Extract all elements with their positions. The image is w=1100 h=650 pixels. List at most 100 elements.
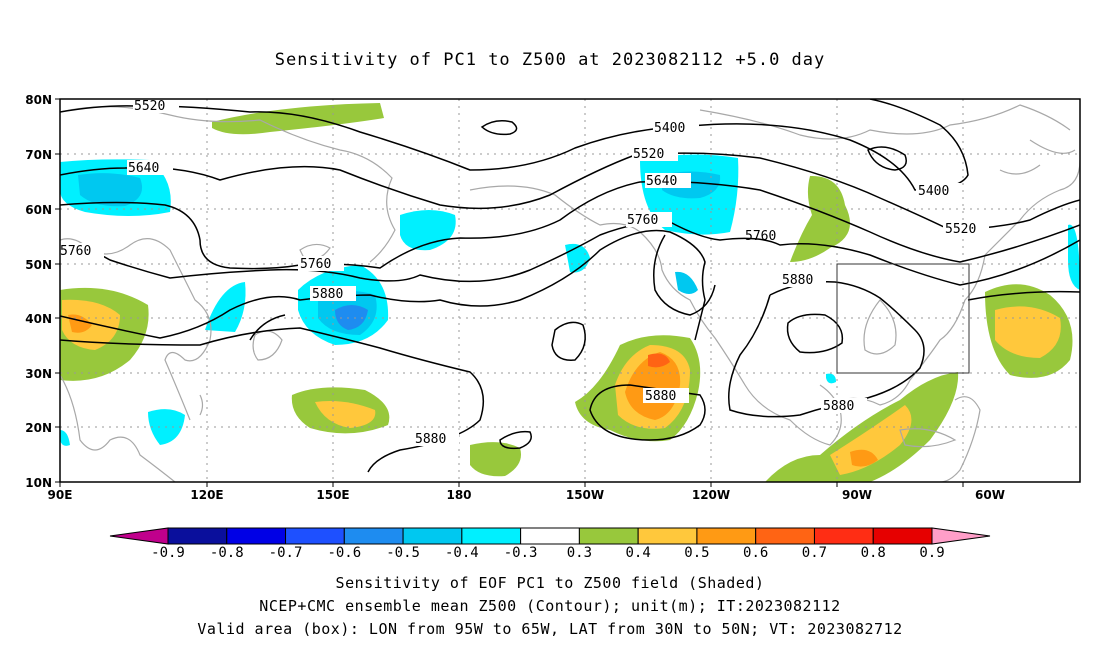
- colorbar-label: 0.6: [743, 545, 768, 561]
- colorbar-cell: [872, 527, 933, 545]
- longitude-labels: 90E 120E 150E 180 150W 120W 90W 60W: [48, 488, 1005, 502]
- coastline: [199, 394, 204, 416]
- lon-label: 60W: [975, 488, 1005, 502]
- colorbar-label: 0.7: [802, 545, 827, 561]
- lon-label: 120E: [190, 488, 223, 502]
- lat-label: 80N: [25, 93, 52, 107]
- plot-title: Sensitivity of PC1 to Z500 at 2023082112…: [274, 50, 826, 70]
- caption-line-1: Sensitivity of EOF PC1 to Z500 field (Sh…: [335, 574, 765, 592]
- contour-line: [728, 281, 925, 418]
- positive-region: [470, 442, 521, 477]
- contour-line: [653, 234, 716, 316]
- contour-label: 5400: [918, 184, 949, 199]
- colorbar-cell: [167, 527, 228, 545]
- colorbar-labels: -0.9 -0.8 -0.7 -0.6 -0.5 -0.4 -0.3 0.3 0.4 0.5 0.6…: [151, 545, 945, 561]
- colorbar-label: 0.5: [684, 545, 709, 561]
- coastline: [999, 139, 1076, 175]
- negative-region: [60, 430, 70, 446]
- lat-label: 40N: [25, 312, 52, 326]
- lat-label: 30N: [25, 367, 52, 381]
- contour-labels: 5520 5640 5760 5400 5520 5640 5760 5880 …: [60, 99, 989, 447]
- negative-region: [675, 271, 698, 294]
- contour-label: 5760: [300, 257, 331, 272]
- negative-region: [1068, 224, 1080, 290]
- lon-label: 180: [446, 488, 471, 502]
- negative-region: [78, 173, 143, 207]
- contour-label: 5880: [823, 399, 854, 414]
- coastline: [699, 104, 1071, 140]
- coastline: [863, 299, 897, 355]
- contour-line: [786, 313, 844, 354]
- lat-label: 70N: [25, 148, 52, 162]
- coastlines: [60, 104, 1080, 482]
- contour-label: 5520: [945, 222, 976, 237]
- positive-region: [830, 405, 912, 475]
- lon-label: 150W: [566, 488, 604, 502]
- coastline: [839, 159, 1080, 406]
- colorbar-label: -0.3: [504, 545, 538, 561]
- colorbar-cell: [578, 527, 639, 545]
- contour-line: [60, 180, 1080, 270]
- positive-region: [315, 401, 376, 428]
- contour-line: [60, 229, 706, 341]
- contour-label: 5760: [745, 229, 776, 244]
- contour-label: 5760: [627, 213, 658, 228]
- colorbar-label: 0.3: [567, 545, 592, 561]
- colorbar-cell: [813, 527, 874, 545]
- colorbar-cells: [167, 527, 933, 545]
- contour-label: 5880: [312, 287, 343, 302]
- colorbar-label: -0.6: [327, 545, 361, 561]
- contour-line: [60, 99, 969, 191]
- colorbar-label: 0.9: [919, 545, 944, 561]
- colorbar-cell: [343, 527, 404, 545]
- colorbar-label: -0.9: [151, 545, 185, 561]
- contour-line: [551, 321, 586, 361]
- colorbar-cell: [520, 527, 580, 545]
- colorbar-label: 0.8: [861, 545, 886, 561]
- contour-line: [867, 146, 907, 171]
- positive-region: [850, 449, 878, 467]
- latitude-labels: 80N 70N 60N 50N 40N 30N 20N 10N: [25, 93, 52, 490]
- colorbar-label: -0.8: [210, 545, 244, 561]
- map-frame: [59, 98, 1081, 483]
- valid-area-box: [836, 263, 970, 374]
- lon-label: 90E: [48, 488, 73, 502]
- contour-line: [589, 384, 706, 441]
- colorbar-cell: [755, 527, 815, 545]
- positive-region: [212, 103, 384, 135]
- contour-line: [499, 430, 532, 450]
- negative-region: [335, 305, 368, 330]
- colorbar-cell: [285, 527, 345, 545]
- coastline: [939, 396, 981, 482]
- contour-line: [480, 120, 518, 136]
- lon-label: 120W: [692, 488, 730, 502]
- axis-ticks: [55, 98, 964, 487]
- contour-label: 5880: [415, 432, 446, 447]
- coastline: [252, 330, 283, 361]
- contour-label: 5520: [633, 147, 664, 162]
- z500-contours: [60, 99, 1080, 473]
- contour-label: 5640: [128, 161, 159, 176]
- caption-line-2: NCEP+CMC ensemble mean Z500 (Contour); u…: [259, 597, 841, 615]
- contour-label: 5400: [654, 121, 685, 136]
- colorbar-cell: [402, 527, 463, 545]
- lat-label: 20N: [25, 421, 52, 435]
- coastline: [469, 185, 842, 446]
- coastline: [899, 428, 957, 448]
- colorbar-cell: [637, 527, 698, 545]
- lat-label: 50N: [25, 258, 52, 272]
- colorbar-high-arrow: [931, 527, 991, 545]
- caption-line-3: Valid area (box): LON from 95W to 65W, L…: [197, 620, 903, 638]
- colorbar-low-arrow: [109, 527, 169, 545]
- contour-line: [60, 221, 1080, 286]
- lon-label: 150E: [316, 488, 349, 502]
- contour-label: 5880: [782, 273, 813, 288]
- contour-line: [967, 290, 1080, 301]
- positive-region: [995, 306, 1061, 358]
- colorbar-label: 0.4: [626, 545, 651, 561]
- colorbar-cell: [696, 527, 757, 545]
- colorbar-cell: [226, 527, 287, 545]
- contour-label: 5760: [60, 244, 91, 259]
- colorbar-cell: [461, 527, 522, 545]
